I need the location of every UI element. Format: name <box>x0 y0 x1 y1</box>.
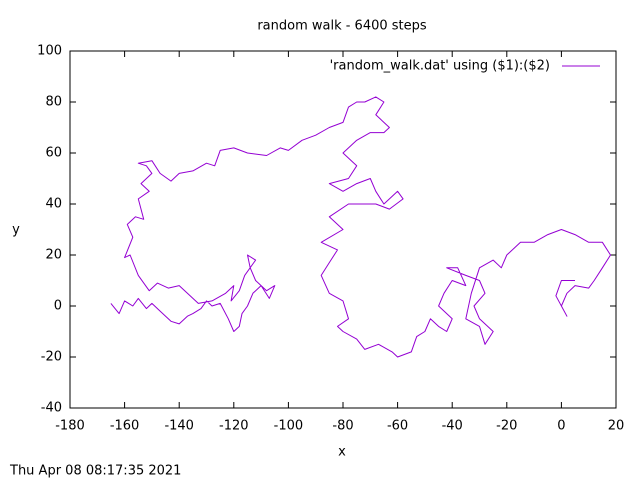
y-tick-label: -40 <box>41 401 62 416</box>
x-tick-label: -120 <box>219 419 249 434</box>
x-tick-label: -100 <box>274 419 304 434</box>
y-tick-label: 20 <box>45 248 62 263</box>
y-tick-label: 40 <box>45 197 62 212</box>
x-tick-label: -60 <box>387 419 408 434</box>
y-tick-label: 100 <box>37 44 62 59</box>
y-tick-label: 60 <box>45 146 62 161</box>
legend-label: 'random_walk.dat' using ($1):($2) <box>330 59 550 74</box>
x-tick-label: 20 <box>608 419 625 434</box>
timestamp: Thu Apr 08 08:17:35 2021 <box>9 464 181 479</box>
x-tick-label: -180 <box>55 419 85 434</box>
y-tick-label: 0 <box>54 299 62 314</box>
x-tick-label: -140 <box>164 419 194 434</box>
x-tick-label: -20 <box>496 419 517 434</box>
x-axis-label: x <box>338 445 346 460</box>
walk-line <box>110 96 611 358</box>
x-tick-label: 0 <box>557 419 565 434</box>
chart-title: random walk - 6400 steps <box>257 19 427 34</box>
y-tick-label: -20 <box>41 350 62 365</box>
y-axis-label: y <box>12 223 20 238</box>
x-tick-label: -80 <box>332 419 353 434</box>
x-tick-label: -40 <box>442 419 463 434</box>
x-tick-label: -160 <box>110 419 140 434</box>
y-tick-label: 80 <box>45 95 62 110</box>
